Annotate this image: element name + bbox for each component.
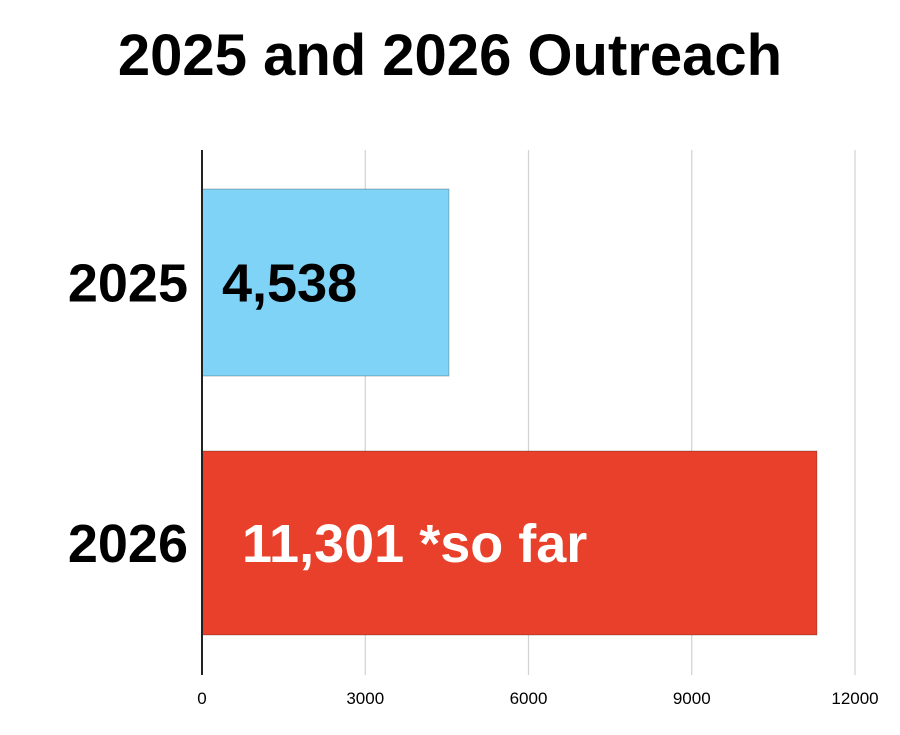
- category-label: 2025: [68, 254, 188, 314]
- category-label: 2026: [68, 514, 188, 574]
- x-tick-label: 0: [197, 689, 206, 708]
- x-tick-label: 12000: [831, 689, 878, 708]
- data-label: 11,301 *so far: [242, 514, 587, 574]
- bar-2025: [201, 188, 450, 377]
- x-tick-label: 9000: [673, 689, 711, 708]
- bar-2026: [201, 450, 818, 636]
- data-label: 4,538: [222, 254, 357, 314]
- x-tick-label: 6000: [510, 689, 548, 708]
- x-tick-label: 3000: [346, 689, 384, 708]
- chart-title: 2025 and 2026 Outreach: [117, 23, 783, 88]
